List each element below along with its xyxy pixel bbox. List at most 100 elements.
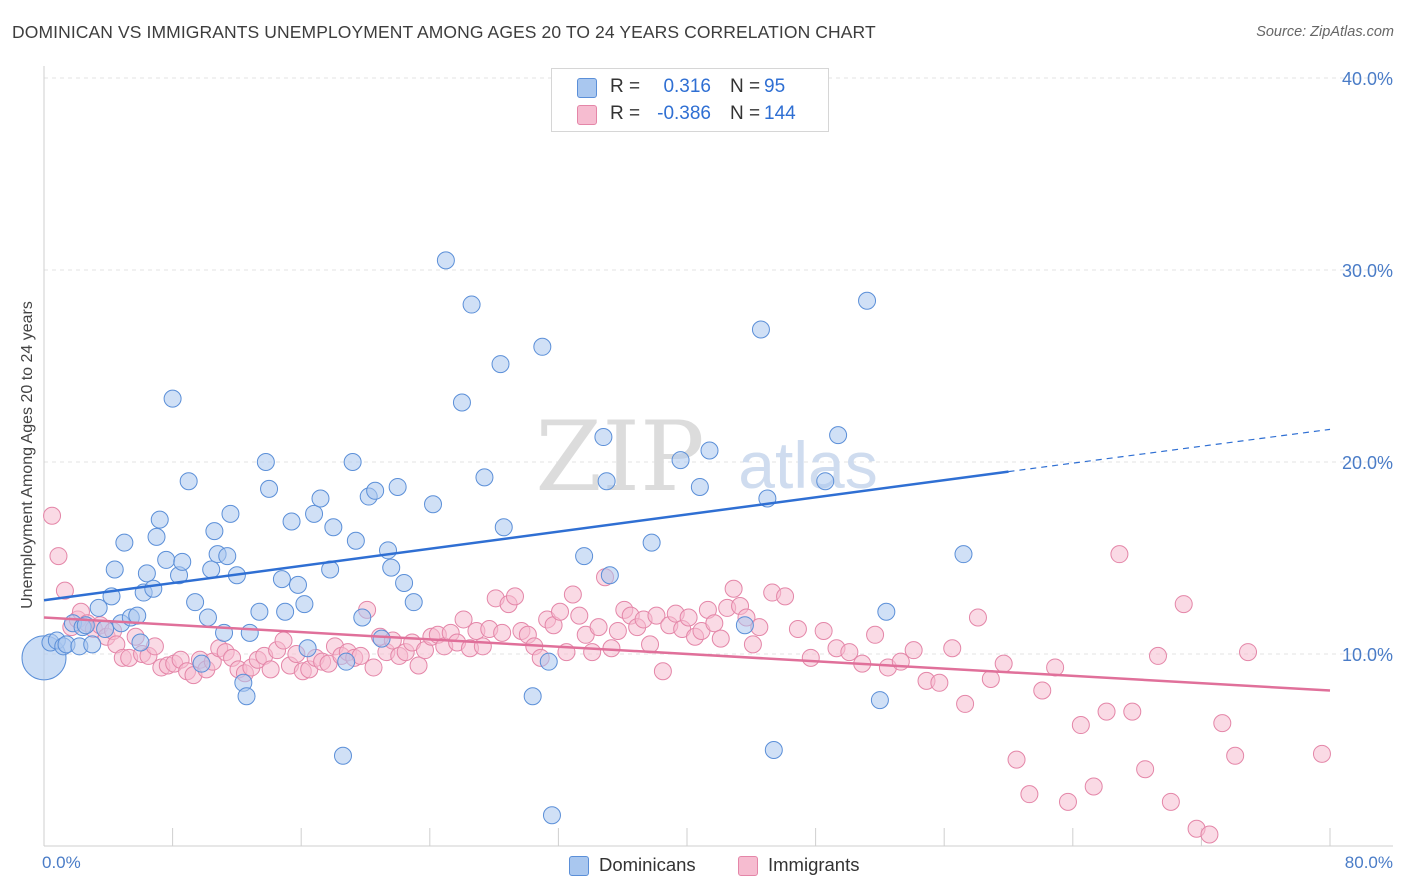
dominicans-point (337, 652, 356, 671)
legend-row-dominicans: R = 0.316 N = 95 (552, 75, 828, 99)
dominicans-point (751, 320, 770, 339)
immigrants-point (364, 658, 383, 677)
immigrants-point (473, 637, 492, 656)
dominicans-point (179, 472, 198, 491)
immigrants-point (1136, 760, 1155, 779)
dominicans-point (105, 560, 124, 579)
immigrants-point (904, 641, 923, 660)
dominicans-point (539, 652, 558, 671)
immigrants-trend-line (43, 616, 1331, 692)
immigrants-point (776, 587, 795, 606)
dominicans-point (276, 602, 295, 621)
immigrants-point (994, 654, 1013, 673)
immigrants-point (814, 621, 833, 640)
axes (43, 66, 1393, 847)
dominicans-point (311, 489, 330, 508)
dominicans-points (21, 251, 973, 825)
dominicans-point (137, 564, 156, 583)
dominicans-point (115, 533, 134, 552)
dominicans-point (147, 527, 166, 546)
dominicans-point (96, 620, 115, 639)
immigrants-point (43, 506, 62, 525)
dominicans-point (366, 481, 385, 500)
y-tick-label: 40.0% (1342, 69, 1393, 89)
dominicans-point (494, 518, 513, 537)
immigrants-point (1097, 702, 1116, 721)
immigrants-point (1058, 792, 1077, 811)
dominicans-swatch (577, 78, 597, 98)
immigrants-point (840, 643, 859, 662)
dominicans-point (198, 608, 217, 627)
y-tick-label: 10.0% (1342, 645, 1393, 665)
immigrants-legend-label: Immigrants (768, 854, 860, 875)
dominicans-point (436, 251, 455, 270)
dominicans-point (305, 504, 324, 523)
dominicans-point (343, 453, 362, 471)
immigrants-point (1312, 744, 1331, 763)
immigrants-point (1161, 792, 1180, 811)
immigrants-point (679, 608, 698, 627)
immigrants-legend-swatch (738, 856, 758, 876)
dominicans-point (533, 337, 552, 356)
dominicans-point (288, 575, 307, 594)
dominicans-point (671, 451, 690, 470)
legend-n-value: 95 (764, 76, 786, 97)
dominicans-point (83, 635, 102, 654)
immigrants-point (570, 606, 589, 625)
dominicans-point (218, 547, 237, 566)
immigrants-point (968, 608, 987, 627)
immigrants-point (493, 623, 512, 642)
immigrants-point (49, 547, 68, 566)
immigrants-point (981, 669, 1000, 688)
dominicans-point (575, 547, 594, 566)
dominicans-point (324, 518, 343, 537)
immigrants-point (711, 629, 730, 648)
chart-title: DOMINICAN VS IMMIGRANTS UNEMPLOYMENT AMO… (12, 22, 876, 42)
dominicans-point (128, 606, 147, 625)
dominicans-point (870, 691, 889, 710)
dominicans-trend-line (43, 470, 1009, 602)
dominicans-point (491, 355, 510, 374)
immigrants-point (1020, 785, 1039, 804)
dominicans-point (163, 389, 182, 408)
immigrants-point (943, 639, 962, 658)
dominicans-point (475, 468, 494, 487)
immigrants-point (55, 581, 74, 600)
immigrants-point (551, 602, 570, 621)
dominicans-point (388, 477, 407, 496)
immigrants-point (583, 643, 602, 662)
immigrants-point (261, 660, 280, 679)
immigrants-point (1226, 746, 1245, 765)
dominicans-point (173, 552, 192, 571)
immigrants-point (608, 621, 627, 640)
dominicans-point (144, 579, 163, 598)
dominicans-point (764, 741, 783, 759)
immigrants-point (743, 635, 762, 654)
immigrants-point (956, 694, 975, 713)
dominicans-point (333, 746, 352, 765)
dominicans-point (205, 522, 224, 541)
dominicans-point (735, 616, 754, 635)
immigrants-point (454, 610, 473, 629)
trend-lines (43, 428, 1331, 692)
dominicans-point (954, 545, 973, 564)
dominicans-point (594, 428, 613, 447)
dominicans-point (192, 654, 211, 673)
dominicans-point (298, 639, 317, 658)
watermark-atlas: atlas (738, 428, 877, 502)
immigrants-point (1174, 595, 1193, 614)
dominicans-point (272, 570, 291, 589)
dominicans-point (382, 558, 401, 577)
dominicans-point (600, 566, 619, 585)
dominicans-point (260, 479, 279, 498)
immigrants-point (866, 625, 885, 644)
dominicans-point (858, 291, 877, 310)
dominicans-legend-label: Dominicans (599, 854, 696, 875)
dominicans-point (202, 560, 221, 579)
x-tick-min: 0.0% (42, 853, 81, 872)
dominicans-point (240, 623, 259, 642)
legend-row-immigrants: R = -0.386 N = 144 (552, 102, 828, 126)
dominicans-point (221, 504, 240, 523)
dominicans-point (462, 295, 481, 314)
bottom-legend: Dominicans Immigrants (0, 852, 1406, 878)
